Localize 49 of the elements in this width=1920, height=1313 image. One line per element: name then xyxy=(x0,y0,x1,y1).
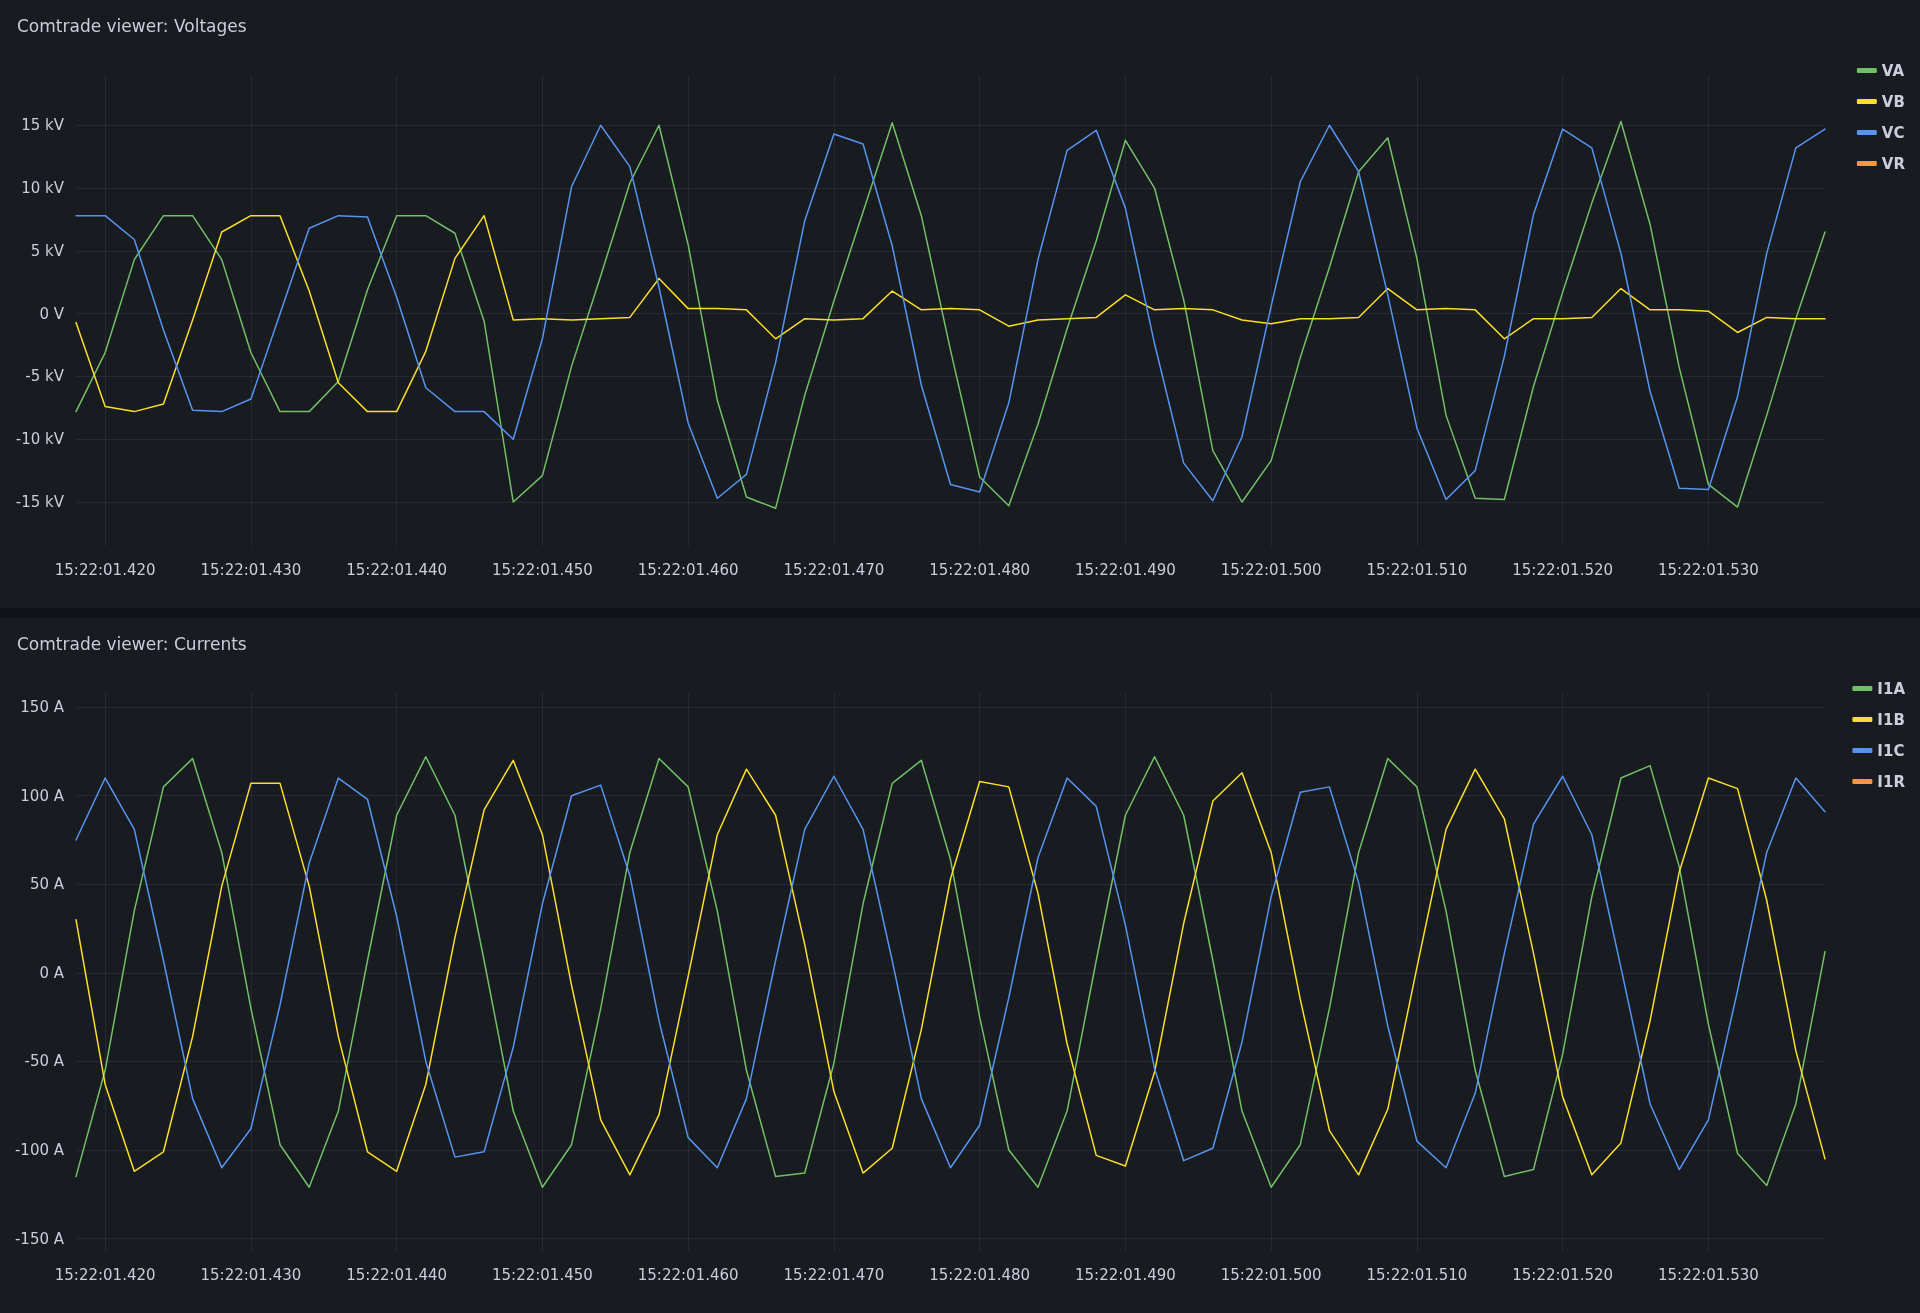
y-tick-label: -50 A xyxy=(24,1052,65,1071)
x-tick-label: 15:22:01.510 xyxy=(1366,560,1468,579)
x-tick-label: 15:22:01.520 xyxy=(1512,1265,1614,1284)
x-tick-label: 15:22:01.520 xyxy=(1512,560,1614,579)
x-tick-label: 15:22:01.490 xyxy=(1075,560,1176,579)
y-tick-label: 15 kV xyxy=(21,116,65,135)
x-tick-label: 15:22:01.430 xyxy=(200,560,302,579)
y-tick-label: -150 A xyxy=(14,1229,65,1248)
y-tick-label: -5 kV xyxy=(25,367,65,386)
y-tick-label: -10 kV xyxy=(15,430,65,449)
y-tick-label: 5 kV xyxy=(30,241,65,260)
legend-label: I1B xyxy=(1877,710,1905,729)
x-tick-label: 15:22:01.470 xyxy=(783,560,885,579)
y-tick-label: 10 kV xyxy=(21,179,65,198)
x-tick-label: 15:22:01.480 xyxy=(929,1265,1031,1284)
x-tick-label: 15:22:01.460 xyxy=(637,1265,739,1284)
y-tick-label: 150 A xyxy=(20,698,65,717)
y-tick-label: 50 A xyxy=(29,875,65,894)
x-tick-label: 15:22:01.530 xyxy=(1658,560,1759,579)
y-tick-label: 0 A xyxy=(39,963,65,982)
y-tick-label: -15 kV xyxy=(15,493,65,512)
x-tick-label: 15:22:01.460 xyxy=(637,560,739,579)
legend-label: VC xyxy=(1881,123,1905,142)
legend-label: I1R xyxy=(1877,772,1906,791)
x-tick-label: 15:22:01.500 xyxy=(1220,1265,1322,1284)
x-tick-label: 15:22:01.480 xyxy=(929,560,1031,579)
chart-title: Comtrade viewer: Currents xyxy=(17,633,247,654)
x-tick-label: 15:22:01.470 xyxy=(783,1265,885,1284)
legend-label: I1C xyxy=(1877,741,1905,760)
legend-label: VR xyxy=(1881,154,1906,173)
y-tick-label: 0 V xyxy=(39,304,65,323)
x-tick-label: 15:22:01.420 xyxy=(54,560,156,579)
x-tick-label: 15:22:01.440 xyxy=(346,1265,448,1284)
x-tick-label: 15:22:01.500 xyxy=(1220,560,1322,579)
x-tick-label: 15:22:01.440 xyxy=(346,560,448,579)
x-tick-label: 15:22:01.450 xyxy=(492,560,593,579)
legend-label: I1A xyxy=(1877,679,1906,698)
y-tick-label: -100 A xyxy=(14,1141,65,1160)
chart-title: Comtrade viewer: Voltages xyxy=(17,15,247,36)
x-tick-label: 15:22:01.430 xyxy=(200,1265,302,1284)
x-tick-label: 15:22:01.450 xyxy=(492,1265,593,1284)
legend-label: VB xyxy=(1881,92,1905,111)
x-tick-label: 15:22:01.510 xyxy=(1366,1265,1468,1284)
legend-label: VA xyxy=(1881,61,1905,80)
x-tick-label: 15:22:01.490 xyxy=(1075,1265,1176,1284)
x-tick-label: 15:22:01.420 xyxy=(54,1265,156,1284)
y-tick-label: 100 A xyxy=(20,786,65,805)
line-series xyxy=(75,214,1826,413)
x-tick-label: 15:22:01.530 xyxy=(1658,1265,1759,1284)
